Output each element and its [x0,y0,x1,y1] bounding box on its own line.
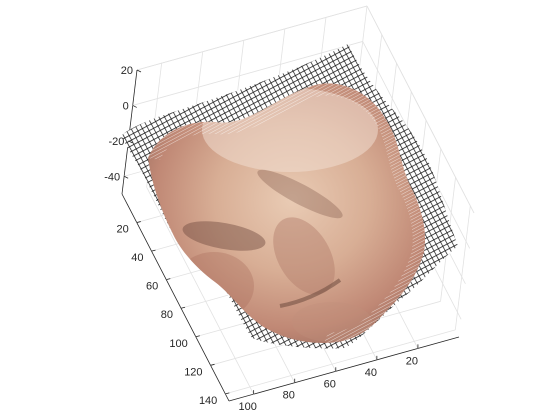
x-axis-ticks: 100 80 60 40 20 [238,344,419,413]
y-tick-mark [151,249,156,252]
grid-line [454,205,471,330]
y-tick-label: 100 [169,338,187,350]
x-axis-line [228,336,460,402]
y-tick-mark [210,363,215,366]
eye-shadow [182,221,266,251]
grid-line [366,5,475,214]
mouth-line [279,278,342,308]
y-tick-mark [136,221,141,223]
brow-shadow [257,169,343,219]
z-tick-mark [123,175,129,179]
y-tick-label: 60 [146,281,158,293]
y-tick-label: 120 [184,366,202,378]
grid-line [225,329,456,395]
y-tick-label: 20 [117,224,129,236]
x-tick-label: 20 [406,355,418,367]
z-tick-label: -40 [104,171,120,183]
y-axis-ticks: 20 40 60 80 100 120 140 [117,221,230,407]
y-tick-mark [166,278,171,281]
x-tick-label: 40 [365,367,377,379]
x-tick-label: 100 [238,401,256,413]
y-tick-label: 80 [161,309,173,321]
z-tick-label: 20 [121,65,133,77]
y-tick-label: 140 [199,395,217,407]
z-tick-label: -20 [109,136,125,148]
y-tick-mark [225,392,230,395]
grid-line [132,41,363,106]
grid-line [146,186,254,395]
z-tick-mark [132,105,137,108]
nose-shade [273,217,335,295]
y-axis-line [121,193,230,402]
face-texture [148,83,426,343]
z-tick-mark [136,69,142,73]
y-tick-mark [180,306,186,309]
z-axis-ticks: 20 0 -20 -40 [104,65,142,183]
x-tick-label: 80 [283,390,295,402]
grid-line [136,5,368,71]
z-tick-mark [128,140,133,144]
x-tick-label: 60 [324,378,336,390]
y-tick-label: 40 [131,252,143,264]
z-tick-label: 0 [123,100,129,112]
y-tick-mark [195,335,200,338]
